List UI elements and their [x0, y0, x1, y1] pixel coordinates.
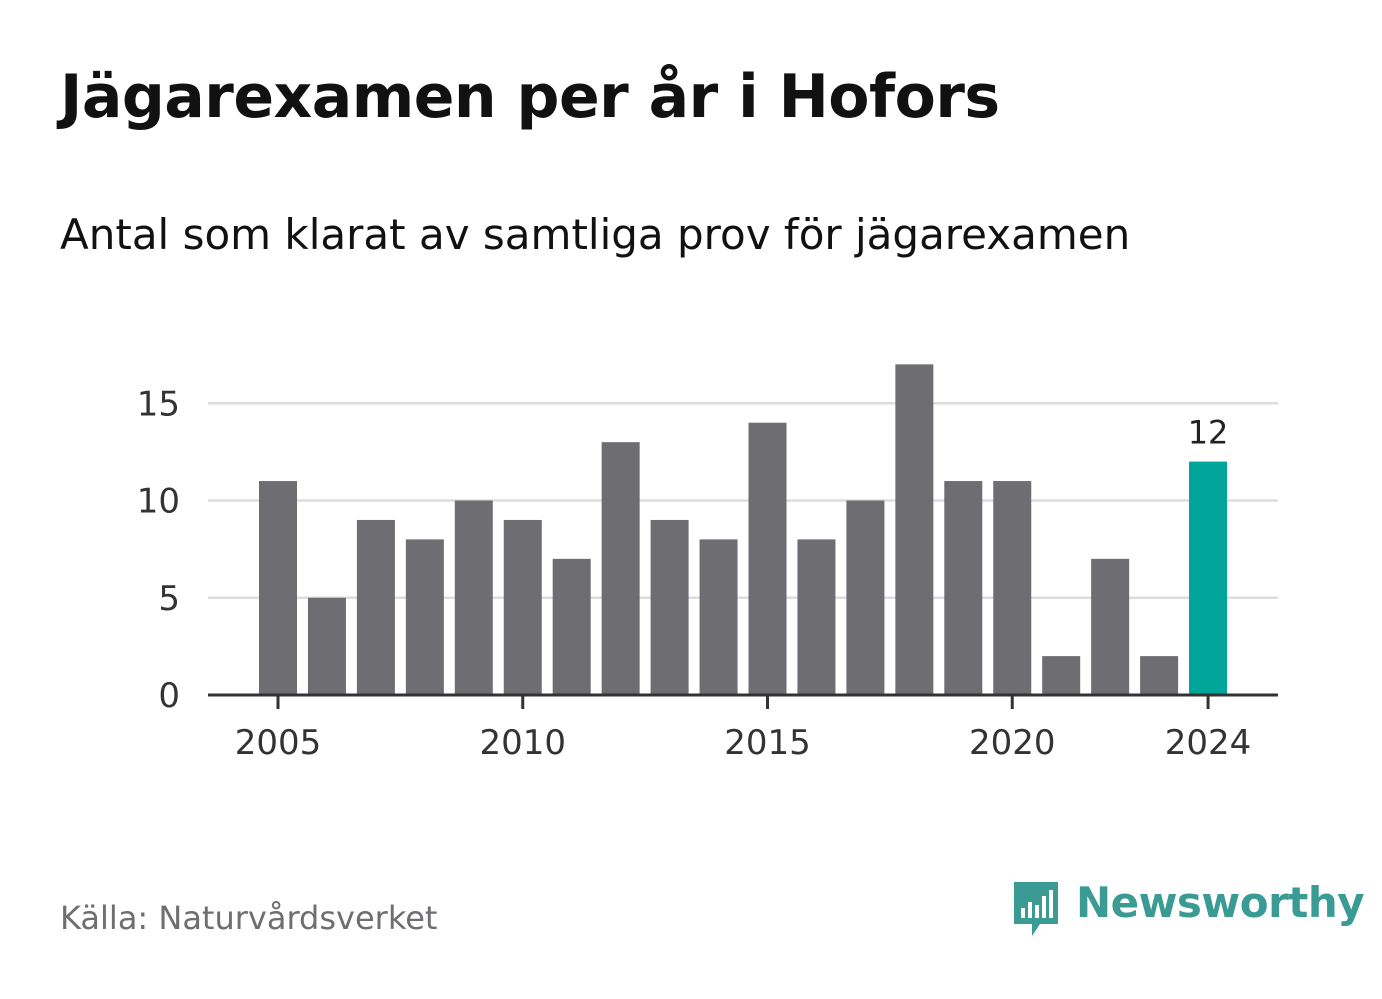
- brand-logo: Newsworthy: [1010, 877, 1365, 940]
- bar-2006: [307, 597, 346, 695]
- bar-2013: [650, 519, 689, 695]
- bar-2005: [259, 481, 297, 695]
- y-tick-label: 0: [158, 676, 180, 716]
- source-note: Källa: Naturvårdsverket: [60, 899, 438, 937]
- bar-2011: [552, 558, 591, 695]
- bar-2020: [993, 481, 1032, 695]
- x-tick-label: 2010: [479, 723, 566, 763]
- data-label-2024: 12: [1188, 414, 1229, 452]
- x-tick-label: 2020: [969, 723, 1056, 763]
- bar-2014: [699, 539, 738, 695]
- x-tick-label: 2015: [724, 723, 811, 763]
- chart-subtitle: Antal som klarat av samtliga prov för jä…: [60, 210, 1131, 259]
- bar-2019: [944, 481, 983, 695]
- y-tick-label: 15: [137, 384, 180, 424]
- bar-2017: [846, 500, 885, 695]
- bar-2010: [503, 519, 542, 695]
- y-tick-label: 10: [137, 482, 180, 522]
- bar-2023: [1140, 656, 1179, 695]
- y-tick-label: 5: [158, 579, 180, 619]
- bar-2016: [797, 539, 836, 695]
- newsworthy-logo-icon: [1014, 882, 1058, 936]
- bar-2024: [1189, 461, 1228, 695]
- bar-2007: [356, 519, 395, 695]
- bar-2022: [1091, 558, 1130, 695]
- chart-title: Jägarexamen per år i Hofors: [60, 62, 1000, 132]
- x-tick-label: 2005: [235, 723, 322, 763]
- bar-2015: [748, 422, 787, 695]
- bar-2021: [1042, 656, 1081, 695]
- x-tick-label: 2024: [1165, 723, 1252, 763]
- brand-name: Newsworthy: [1076, 877, 1365, 927]
- bar-2009: [454, 500, 493, 695]
- bar-2008: [405, 539, 444, 695]
- bar-2012: [601, 442, 640, 695]
- bar-2018: [895, 364, 934, 695]
